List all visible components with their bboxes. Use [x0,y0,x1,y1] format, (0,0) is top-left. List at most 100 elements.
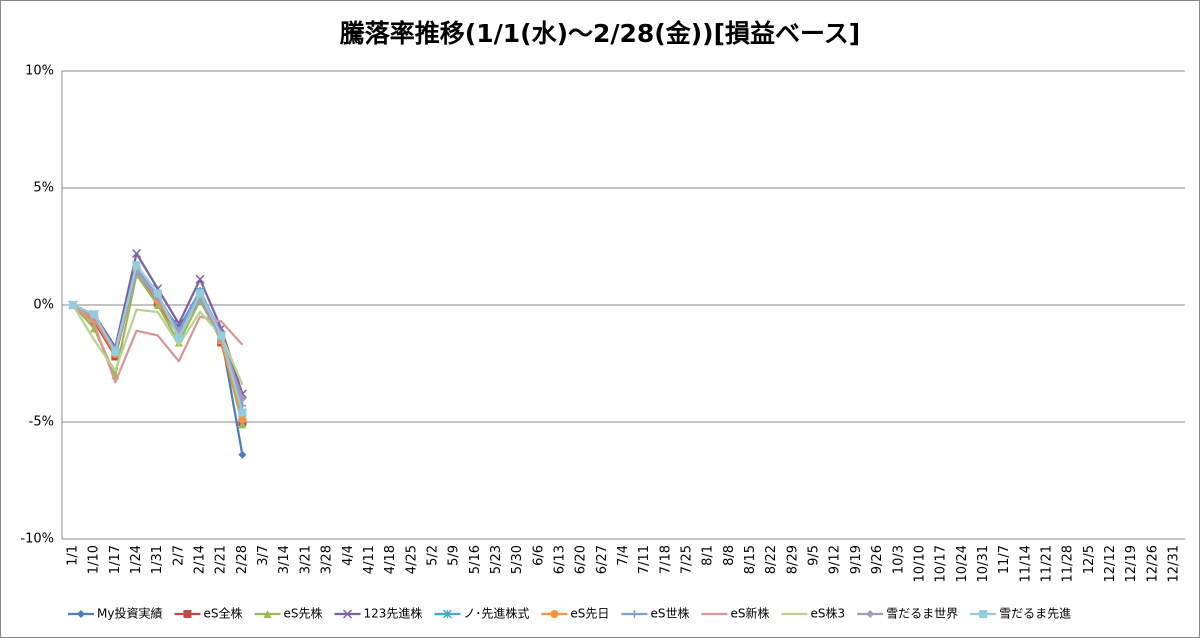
chart-title: 騰落率推移(1/1(水)～2/28(金))[損益ベース] [340,19,860,48]
x-tick-label: 10/24 [955,545,970,582]
x-tick-label: 4/4 [341,545,356,566]
data-point [174,338,183,347]
data-point [238,408,247,417]
x-tick-label: 3/28 [320,545,335,574]
y-tick-label: -10% [20,532,54,547]
data-point [153,301,162,309]
legend-label: My投資実績 [97,606,162,621]
legend-marker [550,610,559,618]
x-tick-label: 5/16 [468,545,483,574]
x-tick-label: 5/30 [510,545,525,574]
data-point [238,420,247,429]
legend-label: eS全株 [203,606,242,621]
legend-label: 123先進株 [364,606,423,621]
x-tick-label: 10/31 [976,545,991,582]
x-tick-label: 1/24 [129,545,144,574]
legend-marker [442,609,452,619]
x-tick-label: 8/15 [743,545,758,574]
x-tick-label: 9/26 [870,545,885,574]
x-tick-label: 8/22 [764,545,779,574]
x-tick-label: 1/31 [150,545,165,574]
data-point [195,274,205,284]
x-tick-label: 4/25 [404,545,419,574]
x-tick-label: 12/12 [1103,545,1118,582]
x-tick-label: 11/14 [1018,545,1033,582]
x-tick-label: 1/17 [108,545,123,574]
y-tick-label: 10% [25,64,54,79]
x-tick-label: 2/14 [193,545,208,574]
legend-marker [183,610,192,618]
x-tick-label: 4/11 [362,545,377,574]
y-tick-label: 0% [33,298,54,313]
legend-marker [77,610,85,618]
x-tick-label: 12/31 [1167,545,1182,582]
data-point [238,450,247,459]
x-tick-label: 4/18 [383,545,398,574]
legend: My投資実績 eS全株 eS先株 123先進株 ノ･先進株式 eS先日 eS世株 eS新株 eS… [68,606,1071,621]
x-tick-label: 9/19 [849,545,864,574]
x-tick-label: 2/7 [171,545,186,566]
legend-label: 雪だるま世界 [886,607,958,621]
x-tick-label: 3/7 [256,545,271,566]
x-tick-label: 2/21 [214,545,229,574]
x-tick-label: 5/23 [489,545,504,574]
x-tick-label: 6/13 [552,545,567,574]
data-point [90,310,99,319]
legend-label: eS世株 [650,606,689,621]
legend-marker [342,609,353,619]
x-tick-label: 5/9 [447,545,462,566]
x-tick-label: 12/26 [1145,545,1160,582]
x-tick-label: 9/12 [828,545,843,574]
data-point [111,347,120,356]
x-tick-label: 7/4 [616,545,631,566]
x-tick-label: 6/20 [574,545,589,574]
x-tick-label: 5/2 [425,545,440,566]
legend-label: eS先株 [283,606,322,621]
x-tick-label: 8/1 [701,545,716,566]
legend-marker [979,610,988,618]
x-tick-label: 3/14 [277,545,292,574]
series-line [72,304,244,386]
x-tick-label: 8/8 [722,545,737,566]
x-tick-label: 11/21 [1039,545,1054,582]
x-tick-label: 11/7 [997,545,1012,574]
legend-label: 雪だるま先進 [999,607,1071,621]
legend-label: ノ･先進株式 [463,606,529,621]
legend-marker [866,610,875,618]
x-tick-label: 7/18 [658,545,673,574]
x-tick-label: 11/28 [1061,545,1076,582]
x-tick-label: 1/1 [66,545,81,566]
legend-label: eS株3 [810,606,845,621]
legend-label: eS先日 [570,607,609,621]
x-tick-label: 10/17 [934,545,949,582]
x-tick-label: 12/19 [1124,545,1139,582]
x-tick-label: 7/11 [637,545,652,574]
x-tick-label: 2/28 [235,545,250,574]
x-tick-label: 9/5 [807,545,822,566]
data-point [174,333,183,342]
data-point [238,415,247,424]
x-tick-label: 6/6 [531,545,546,566]
legend-marker [263,610,272,618]
x-tick-label: 8/29 [785,545,800,574]
x-tick-label: 7/25 [680,545,695,574]
x-tick-label: 10/3 [891,545,906,574]
data-point [131,248,142,259]
y-tick-label: -5% [29,415,54,430]
legend-label: eS新株 [730,606,769,621]
y-tick-label: 5% [33,181,54,196]
data-point [132,261,141,270]
x-tick-label: 12/5 [1082,545,1097,574]
x-tick-label: 10/10 [912,545,927,582]
x-tick-label: 1/10 [87,545,102,574]
data-point [238,394,247,403]
x-tick-label: 6/27 [595,545,610,574]
data-point [196,289,205,298]
data-point [69,301,77,309]
legend-marker [630,610,639,618]
x-tick-label: 3/21 [298,545,313,574]
data-point [217,331,226,340]
data-point [153,289,162,298]
